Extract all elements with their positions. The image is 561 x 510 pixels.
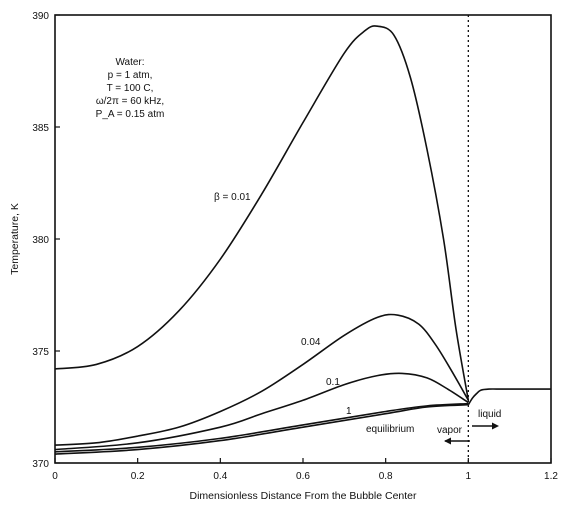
x-tick-label: 0.4 <box>213 471 227 482</box>
curve-label-1: 1 <box>346 406 352 417</box>
curve-label-beta-001: β = 0.01 <box>214 192 251 203</box>
x-tick-label: 1 <box>466 471 472 482</box>
x-axis-label: Dimensionless Distance From the Bubble C… <box>189 490 417 502</box>
x-tick-label: 0 <box>52 471 58 482</box>
annotation-line-2: p = 1 atm, <box>108 70 153 81</box>
series-line-2 <box>54 372 469 451</box>
annotation-line-4: ω/2π = 60 kHz, <box>96 96 164 107</box>
vapor-label: vapor <box>437 425 463 436</box>
y-tick-label: 375 <box>32 347 49 358</box>
y-tick-label: 370 <box>32 459 49 470</box>
liquid-arrow <box>472 422 499 430</box>
curve-label-01: 0.1 <box>326 377 340 388</box>
curve-label-equilibrium: equilibrium <box>366 424 414 435</box>
liquid-label: liquid <box>478 409 501 420</box>
annotation-line-1: Water: <box>115 57 144 68</box>
x-tick-label: 0.8 <box>379 471 393 482</box>
y-tick-label: 380 <box>32 235 49 246</box>
curves <box>54 25 551 455</box>
x-tick-label: 1.2 <box>544 471 558 482</box>
y-tick-label: 385 <box>32 123 49 134</box>
series-line-5 <box>467 388 551 406</box>
annotation-box: Water: p = 1 atm, T = 100 C, ω/2π = 60 k… <box>96 57 165 120</box>
annotation-line-5: P_A = 0.15 atm <box>96 109 165 120</box>
series-line-1 <box>54 313 470 446</box>
y-axis-label: Temperature, K <box>9 203 21 275</box>
axis-ticks: 0 0.2 0.4 0.6 0.8 1 1.2 370 375 380 385 390 <box>32 11 558 482</box>
x-tick-label: 0.2 <box>131 471 145 482</box>
y-tick-label: 390 <box>32 11 49 22</box>
annotation-line-3: T = 100 C, <box>107 83 154 94</box>
vapor-arrow <box>444 437 470 445</box>
x-tick-label: 0.6 <box>296 471 310 482</box>
curve-label-004: 0.04 <box>301 337 321 348</box>
series-line-0 <box>54 25 470 401</box>
series-line-4 <box>54 403 469 455</box>
series-line-3 <box>54 402 469 453</box>
